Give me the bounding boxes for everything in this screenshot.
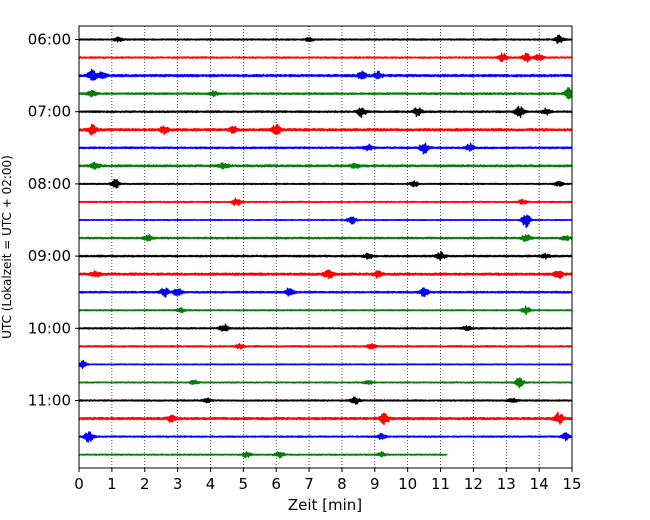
trace-0615 bbox=[78, 52, 573, 63]
y-tick-label: 08:00 bbox=[28, 175, 71, 193]
trace-0730 bbox=[78, 142, 573, 155]
x-tick-label: 12 bbox=[464, 475, 483, 493]
trace-0800 bbox=[78, 178, 573, 189]
y-tick-label: 11:00 bbox=[28, 392, 71, 410]
y-axis-label: UTC (Lokalzeit = UTC + 02:00) bbox=[0, 155, 14, 339]
x-tick-label: 15 bbox=[562, 475, 581, 493]
seismic-traces bbox=[78, 34, 573, 459]
trace-0915 bbox=[78, 269, 573, 280]
y-tick-label: 07:00 bbox=[28, 103, 71, 121]
x-tick-label: 1 bbox=[107, 475, 117, 493]
x-tick-label: 9 bbox=[370, 475, 380, 493]
x-tick-label: 6 bbox=[271, 475, 281, 493]
trace-0700 bbox=[78, 105, 573, 119]
trace-0600 bbox=[78, 34, 573, 45]
x-tick-label: 3 bbox=[173, 475, 183, 493]
trace-0645 bbox=[78, 87, 573, 100]
x-tick-label: 7 bbox=[304, 475, 314, 493]
y-tick-label: 09:00 bbox=[28, 247, 71, 265]
trace-1030 bbox=[78, 359, 573, 369]
trace-0900 bbox=[78, 250, 573, 262]
trace-0715 bbox=[78, 123, 573, 136]
x-tick-label: 5 bbox=[239, 475, 249, 493]
x-tick-label: 2 bbox=[140, 475, 150, 493]
trace-0630 bbox=[78, 68, 573, 81]
trace-0815 bbox=[78, 197, 573, 207]
trace-1045 bbox=[78, 377, 573, 389]
trace-1130 bbox=[78, 431, 573, 443]
trace-1145 bbox=[78, 451, 448, 459]
x-axis-ticks: 0 1 2 3 4 5 6 7 8 9 10 11 12 13 14 15 bbox=[74, 468, 582, 493]
x-tick-label: 10 bbox=[398, 475, 417, 493]
x-tick-label: 14 bbox=[530, 475, 549, 493]
y-axis-ticks: 06:00 07:00 08:00 09:00 10:00 11:00 bbox=[28, 31, 79, 410]
y-tick-label: 10:00 bbox=[28, 319, 71, 337]
x-tick-label: 13 bbox=[497, 475, 516, 493]
x-tick-label: 8 bbox=[337, 475, 347, 493]
trace-0945 bbox=[78, 305, 573, 316]
trace-1115 bbox=[78, 411, 573, 426]
trace-1000 bbox=[78, 323, 573, 332]
trace-1100 bbox=[78, 396, 573, 405]
x-tick-label: 11 bbox=[431, 475, 450, 493]
trace-1015 bbox=[78, 342, 573, 350]
trace-0830 bbox=[78, 214, 573, 229]
x-tick-label: 4 bbox=[206, 475, 216, 493]
plot-frame bbox=[78, 25, 573, 469]
x-tick-label: 0 bbox=[74, 475, 84, 493]
y-tick-label: 06:00 bbox=[28, 31, 71, 49]
trace-0745 bbox=[78, 161, 573, 170]
trace-0845 bbox=[78, 234, 573, 243]
x-axis-label: Zeit [min] bbox=[288, 496, 362, 514]
trace-0930 bbox=[78, 287, 573, 298]
